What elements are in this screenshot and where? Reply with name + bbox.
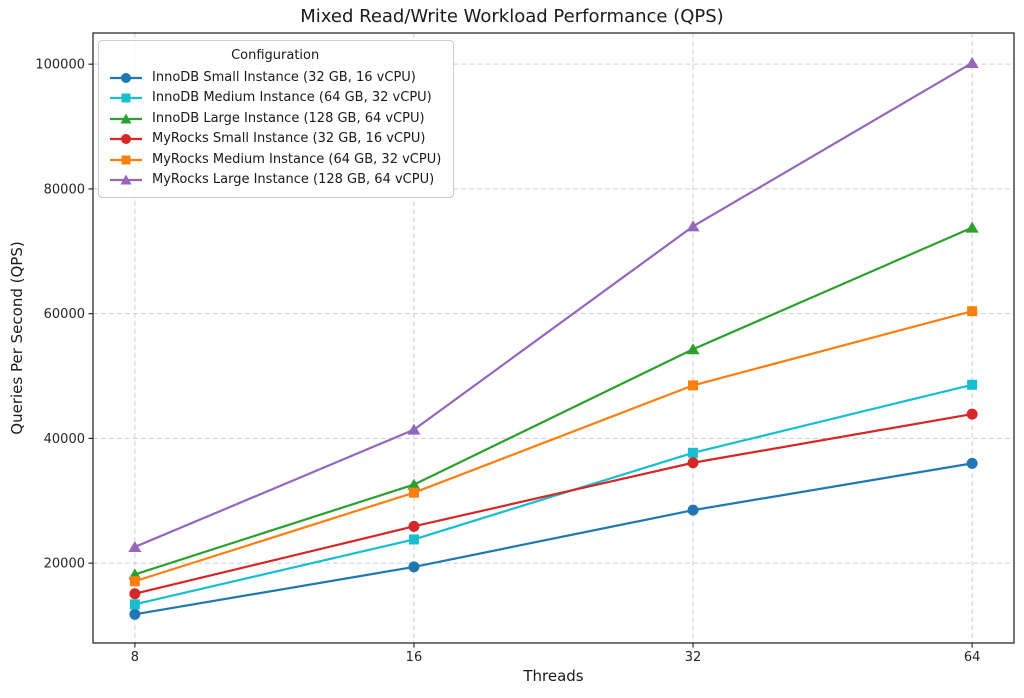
circle-marker-icon bbox=[966, 408, 978, 420]
circle-marker-icon bbox=[966, 457, 978, 469]
series-line bbox=[134, 413, 973, 595]
square-marker-icon bbox=[688, 380, 699, 391]
triangle-marker-icon bbox=[965, 56, 979, 68]
series-line bbox=[134, 226, 973, 576]
circle-marker-icon bbox=[408, 520, 420, 532]
x-tick-label: 16 bbox=[406, 650, 423, 665]
legend-item: InnoDB Large Instance (128 GB, 64 vCPU) bbox=[109, 109, 441, 130]
triangle-marker-icon bbox=[128, 540, 142, 552]
y-tick-label: 80000 bbox=[44, 182, 85, 197]
legend-item: InnoDB Small Instance (32 GB, 16 vCPU) bbox=[109, 68, 441, 89]
tick-labels: 20000 40000 60000 80000 100000 8 16 32 64 bbox=[35, 58, 980, 665]
series-1 bbox=[129, 379, 978, 610]
legend-item: MyRocks Large Instance (128 GB, 64 vCPU) bbox=[109, 170, 441, 191]
series-line bbox=[134, 383, 973, 606]
legend: Configuration InnoDB Small Instance (32 … bbox=[98, 40, 455, 198]
circle-marker-icon bbox=[408, 561, 420, 573]
legend-item: MyRocks Small Instance (32 GB, 16 vCPU) bbox=[109, 129, 441, 150]
series-5 bbox=[128, 56, 979, 552]
legend-swatch-square-icon bbox=[110, 93, 142, 103]
legend-swatch-circle-icon bbox=[110, 72, 142, 83]
legend-items: InnoDB Small Instance (32 GB, 16 vCPU) In… bbox=[109, 68, 441, 191]
circle-marker-icon bbox=[687, 457, 699, 469]
legend-item: InnoDB Medium Instance (64 GB, 32 vCPU) bbox=[109, 88, 441, 109]
circle-marker-icon bbox=[129, 608, 141, 620]
series-4 bbox=[129, 306, 978, 587]
ticks bbox=[88, 63, 973, 648]
square-marker-icon bbox=[129, 576, 140, 587]
y-tick-label: 60000 bbox=[44, 307, 85, 322]
legend-item-label: InnoDB Large Instance (128 GB, 64 vCPU) bbox=[152, 110, 425, 126]
triangle-marker-icon bbox=[407, 478, 421, 490]
square-marker-icon bbox=[129, 599, 140, 610]
legend-swatch-triangle-icon bbox=[110, 113, 142, 124]
y-tick-label: 40000 bbox=[44, 432, 85, 447]
legend-title: Configuration bbox=[231, 48, 320, 63]
plot-border bbox=[92, 32, 1015, 644]
series-line bbox=[134, 61, 973, 548]
triangle-marker-icon bbox=[686, 220, 700, 232]
series-2 bbox=[128, 221, 979, 580]
x-tick-label: 8 bbox=[131, 650, 139, 665]
legend-item-label: MyRocks Medium Instance (64 GB, 32 vCPU) bbox=[152, 151, 442, 167]
circle-marker-icon bbox=[129, 588, 141, 600]
series-0 bbox=[129, 457, 978, 620]
y-axis-label: Queries Per Second (QPS) bbox=[8, 241, 26, 435]
square-marker-icon bbox=[967, 306, 978, 317]
x-tick-label: 64 bbox=[964, 650, 981, 665]
legend-swatch-triangle-icon bbox=[110, 174, 142, 185]
x-axis-label: Threads bbox=[523, 667, 584, 685]
y-tick-label: 20000 bbox=[44, 557, 85, 572]
legend-item-label: MyRocks Small Instance (32 GB, 16 vCPU) bbox=[152, 131, 426, 146]
square-marker-icon bbox=[408, 534, 419, 545]
legend-item-label: InnoDB Small Instance (32 GB, 16 vCPU) bbox=[152, 69, 416, 85]
circle-marker-icon bbox=[687, 504, 699, 516]
legend-item: MyRocks Medium Instance (64 GB, 32 vCPU) bbox=[109, 150, 441, 171]
x-tick-label: 32 bbox=[685, 650, 702, 665]
square-marker-icon bbox=[967, 379, 978, 390]
legend-swatch-circle-icon bbox=[110, 134, 142, 145]
series-line bbox=[134, 462, 973, 616]
square-marker-icon bbox=[688, 447, 699, 458]
series-line bbox=[134, 310, 973, 583]
chart-title: Mixed Read/Write Workload Performance (Q… bbox=[300, 6, 724, 27]
legend-item-label: MyRocks Large Instance (128 GB, 64 vCPU) bbox=[152, 172, 435, 187]
triangle-marker-icon bbox=[407, 423, 421, 435]
legend-swatch-square-icon bbox=[110, 155, 142, 165]
series-3 bbox=[129, 408, 978, 600]
triangle-marker-icon bbox=[965, 221, 979, 233]
square-marker-icon bbox=[408, 487, 419, 498]
triangle-marker-icon bbox=[686, 343, 700, 355]
legend-item-label: InnoDB Medium Instance (64 GB, 32 vCPU) bbox=[152, 90, 432, 105]
y-tick-label: 100000 bbox=[35, 58, 85, 73]
